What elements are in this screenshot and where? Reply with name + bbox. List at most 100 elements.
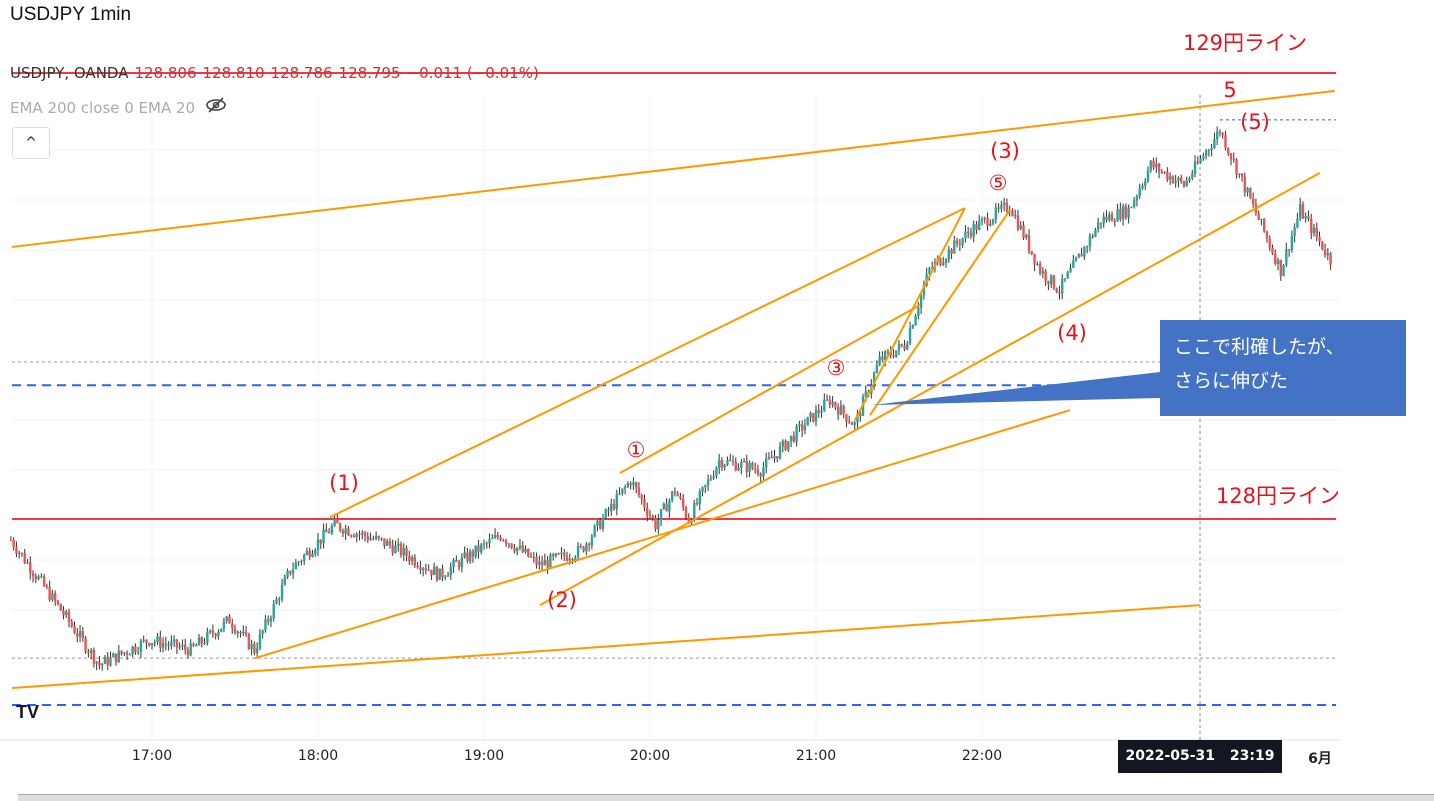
candle-body xyxy=(623,486,627,489)
candle-body xyxy=(560,552,563,555)
collapse-legend-button[interactable]: ^ xyxy=(12,127,50,159)
candle-body xyxy=(471,551,475,557)
candle-body xyxy=(134,646,137,653)
candle-body xyxy=(1002,202,1006,205)
candle-body xyxy=(1027,234,1031,252)
indicator-label[interactable]: EMA 200 close 0 EMA 20 xyxy=(10,99,196,117)
candle-body xyxy=(1072,260,1075,268)
candle-body xyxy=(1232,159,1235,161)
wave-label-1p: (1) xyxy=(329,471,359,495)
candle-body xyxy=(427,569,430,571)
candle-body xyxy=(114,653,118,663)
candle-body xyxy=(1276,259,1280,264)
candle-body xyxy=(593,525,596,537)
candle-body xyxy=(142,639,145,641)
candle-body xyxy=(53,593,57,601)
wave-label-4p: (4) xyxy=(1057,321,1087,345)
candle-body xyxy=(825,399,829,401)
candle-body xyxy=(1132,200,1136,207)
candle-body xyxy=(1229,153,1233,160)
candle-body xyxy=(15,547,18,554)
candle-body xyxy=(1160,171,1164,173)
candle-body xyxy=(131,646,134,655)
candle-body xyxy=(197,637,201,646)
candle-body xyxy=(745,460,749,472)
candle-body xyxy=(1312,227,1316,234)
candle-body xyxy=(1249,188,1252,199)
candle-body xyxy=(203,642,206,644)
callout-line-1: ここで利確したが、 xyxy=(1174,336,1345,358)
candle-body xyxy=(139,640,143,652)
candle-body xyxy=(92,649,96,664)
candle-body xyxy=(106,656,109,666)
candle-body xyxy=(928,268,931,275)
candle-body xyxy=(394,545,397,554)
candle-body xyxy=(543,560,547,566)
candle-body xyxy=(740,462,743,468)
candle-body xyxy=(1157,163,1161,172)
candle-body xyxy=(446,575,450,577)
candle-body xyxy=(253,643,256,654)
candle-body xyxy=(651,516,654,519)
candle-body xyxy=(441,568,444,578)
candle-body xyxy=(673,491,677,493)
candle-body xyxy=(518,545,522,548)
candle-body xyxy=(820,411,823,413)
horizontal-scrollbar[interactable] xyxy=(18,794,1434,801)
candle-body xyxy=(828,399,832,405)
candle-body xyxy=(1110,214,1114,222)
candle-body xyxy=(978,220,981,230)
crosshair-date: 2022-05-31 xyxy=(1125,748,1216,764)
candle-body xyxy=(1085,246,1089,248)
candle-body xyxy=(1016,215,1020,230)
candle-body xyxy=(502,539,505,541)
candle-body xyxy=(784,440,787,450)
candle-body xyxy=(286,570,289,578)
candle-body xyxy=(604,509,607,519)
candle-body xyxy=(892,355,895,357)
candle-body xyxy=(574,557,577,560)
candle-body xyxy=(233,628,237,633)
callout-pointer xyxy=(872,372,1160,405)
candle-body xyxy=(889,351,892,356)
candle-body xyxy=(308,550,311,557)
candle-body xyxy=(361,532,364,535)
trend-line xyxy=(869,209,1011,416)
eye-slash-icon[interactable] xyxy=(205,97,227,117)
candle-body xyxy=(496,534,500,538)
candle-body xyxy=(682,498,685,508)
candle-body xyxy=(640,494,643,500)
candle-body xyxy=(1091,236,1094,238)
candle-body xyxy=(1260,218,1263,220)
candle-body xyxy=(1019,225,1022,230)
candle-body xyxy=(297,561,300,563)
candle-body xyxy=(330,525,334,533)
candle-body xyxy=(1285,249,1288,265)
candle-body xyxy=(1097,222,1100,230)
candle-body xyxy=(275,599,278,604)
candle-body xyxy=(919,294,923,308)
candle-body xyxy=(1265,231,1269,239)
candle-body xyxy=(712,476,715,479)
candle-body xyxy=(1274,253,1277,264)
close-value: 128.795 xyxy=(338,64,401,82)
candle-body xyxy=(369,538,372,541)
crosshair-time: 23:19 xyxy=(1229,748,1275,764)
trend-line xyxy=(854,207,966,421)
candle-body xyxy=(1251,198,1255,204)
candle-body xyxy=(706,479,710,485)
candle-body xyxy=(430,569,433,576)
candle-body xyxy=(261,630,264,634)
candle-body xyxy=(1036,263,1039,265)
candle-body xyxy=(803,425,807,431)
tradingview-logo: TV xyxy=(16,702,39,722)
candle-body xyxy=(474,545,477,557)
candle-body xyxy=(717,459,721,468)
candle-body xyxy=(294,562,298,570)
candle-body xyxy=(1213,139,1216,148)
candle-body xyxy=(1318,236,1321,242)
candle-body xyxy=(878,356,881,366)
candle-body xyxy=(753,468,757,470)
candle-body xyxy=(908,328,912,344)
